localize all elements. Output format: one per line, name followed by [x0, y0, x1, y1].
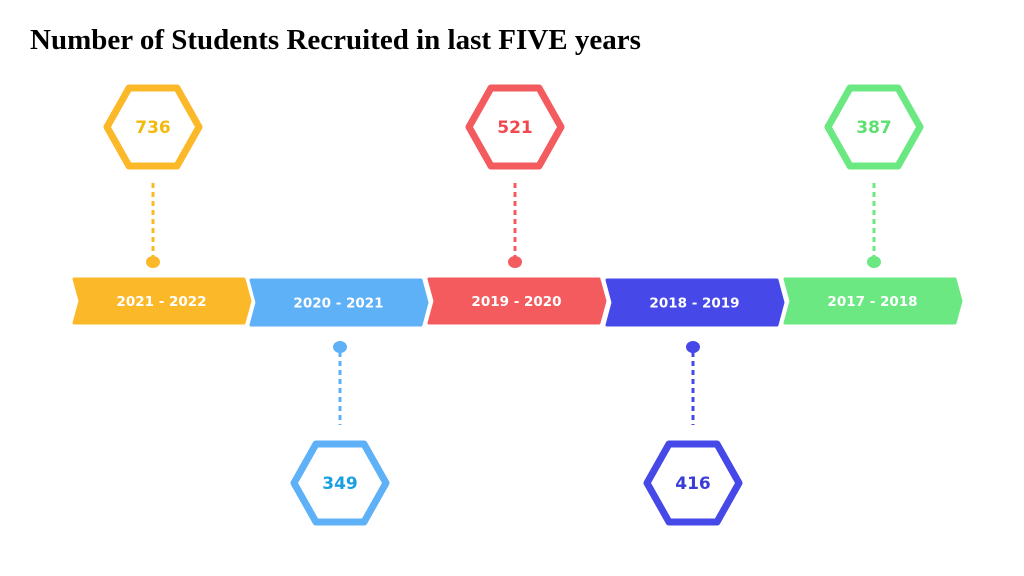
year-segment [783, 277, 963, 325]
student-count: 387 [856, 118, 892, 138]
connector-dot [867, 256, 881, 268]
student-count: 736 [135, 118, 171, 138]
student-count: 521 [497, 118, 533, 138]
count-hexagon [465, 84, 565, 170]
connector-dot [333, 341, 347, 353]
connector-dot [508, 256, 522, 268]
timeline-item-5: 2017 - 2018 387 [783, 84, 963, 325]
year-label: 2019 - 2020 [471, 294, 561, 310]
year-label: 2020 - 2021 [293, 296, 383, 312]
connector-dot [686, 341, 700, 353]
timeline-item-1: 2021 - 2022 736 [72, 84, 252, 325]
timeline-item-2: 2020 - 2021 349 [249, 278, 429, 526]
year-segment [427, 277, 607, 325]
year-label: 2017 - 2018 [827, 294, 917, 310]
year-segment [249, 278, 429, 327]
page-title: Number of Students Recruited in last FIV… [30, 24, 641, 56]
year-label: 2021 - 2022 [116, 294, 206, 310]
count-hexagon [824, 84, 924, 170]
student-count: 349 [322, 474, 358, 494]
count-hexagon [103, 84, 203, 170]
connector-dot [146, 256, 160, 268]
year-label: 2018 - 2019 [649, 296, 739, 312]
year-segment [72, 277, 252, 325]
timeline-item-3: 2019 - 2020 521 [427, 84, 607, 325]
timeline-item-4: 2018 - 2019 416 [605, 278, 785, 526]
count-hexagon [643, 440, 743, 526]
student-count: 416 [675, 474, 711, 494]
year-segment [605, 278, 785, 327]
count-hexagon [290, 440, 390, 526]
